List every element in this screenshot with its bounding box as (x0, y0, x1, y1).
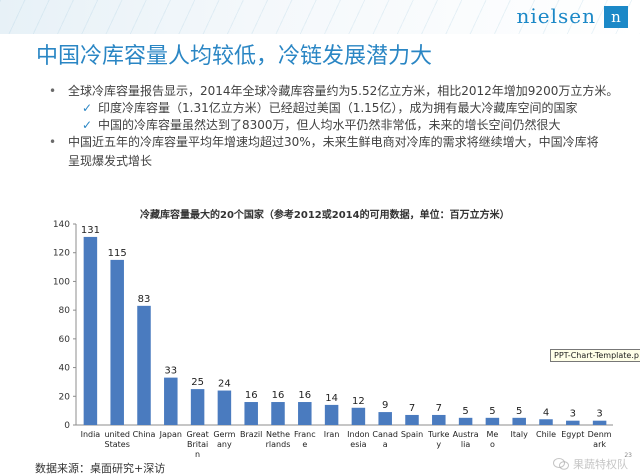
page-number: 23 (624, 452, 632, 459)
y-tick-label: 140 (53, 220, 70, 230)
x-tick-label: Franc e (294, 430, 316, 449)
data-source: 数据来源：桌面研究+深访 (35, 462, 166, 475)
x-tick-label: Austra lia (453, 430, 479, 449)
bar (244, 402, 258, 425)
sub-bullet-text: 中国的冷库容量虽然达到了8300万，但人均水平仍然非常低，未来的增长空间仍然很大 (98, 118, 561, 132)
bullet-text: 中国近五年的冷库容量平均年增速均超过30%，未来生鲜电商对冷库的需求将继续增大，… (68, 135, 599, 149)
bar (137, 305, 151, 425)
bar-value-label: 33 (164, 366, 177, 377)
brand-mark-icon: n (604, 6, 628, 28)
bar-value-label: 24 (218, 379, 231, 390)
x-tick-label: Denm ark (588, 430, 612, 449)
bar-value-label: 83 (138, 294, 151, 305)
bar (512, 417, 526, 425)
bar (539, 419, 553, 425)
x-tick-label: China (133, 430, 156, 439)
x-tick-label: Indon esia (347, 430, 369, 449)
bullet-item: • 全球冷库容量报告显示，2014年全球冷藏库容量约为5.52亿立方米，相比20… (46, 83, 631, 100)
sub-bullet-text: 印度冷库容量（1.31亿立方米）已经超过美国（1.15亿），成为拥有最大冷藏库空… (98, 101, 578, 115)
bullet-text: 全球冷库容量报告显示，2014年全球冷藏库容量约为5.52亿立方米，相比2012… (68, 84, 619, 98)
x-tick-label: Egypt (561, 430, 584, 439)
bar-value-label: 5 (462, 406, 468, 417)
bar-value-label: 7 (409, 403, 415, 414)
bar-value-label: 131 (81, 225, 100, 236)
bar-value-label: 7 (436, 403, 442, 414)
watermark-text: 果蔬特权队 (573, 458, 628, 471)
bar (432, 414, 446, 425)
y-tick-label: 120 (53, 249, 70, 259)
bar (83, 236, 98, 425)
check-icon: ✓ (82, 118, 93, 132)
bar (190, 389, 205, 425)
bar (405, 414, 419, 425)
bar (324, 404, 339, 425)
x-tick-label: Brazil (240, 430, 262, 439)
bar-value-label: 16 (298, 390, 311, 401)
bar (592, 420, 607, 425)
bar (378, 412, 392, 425)
x-tick-label: Me o (486, 430, 498, 449)
bullet-continuation: 呈现爆发式增长 (46, 153, 631, 170)
x-tick-label: Spain (401, 430, 423, 439)
x-tick-label: Germ any (213, 430, 235, 449)
x-tick-label: Chile (536, 430, 556, 439)
x-tick-label: India (81, 430, 101, 439)
bar-value-label: 3 (596, 409, 602, 420)
chart-title: 冷藏库容量最大的20个国家（参考2012或2014的可用数据，单位：百万立方米） (140, 210, 510, 221)
sub-bullet-item: ✓ 印度冷库容量（1.31亿立方米）已经超过美国（1.15亿），成为拥有最大冷藏… (46, 100, 631, 117)
bar (164, 377, 178, 425)
y-tick-label: 80 (59, 306, 71, 316)
bar (458, 417, 473, 425)
bar-value-label: 5 (489, 406, 495, 417)
bar (351, 407, 366, 425)
y-tick-label: 100 (53, 277, 70, 287)
bar (485, 417, 500, 425)
x-tick-label: Canad a (372, 430, 398, 449)
y-tick-label: 40 (59, 364, 71, 374)
file-tooltip: PPT-Chart-Template.p (550, 349, 640, 362)
bar-value-label: 3 (570, 409, 576, 420)
bar (566, 420, 580, 425)
brand-logo: nielsen (516, 4, 596, 28)
y-tick-label: 20 (59, 392, 71, 402)
x-tick-label: Japan (159, 430, 182, 439)
wechat-icon (553, 458, 569, 470)
bar (271, 402, 285, 425)
slide-title: 中国冷库容量人均较低，冷链发展潜力大 (36, 44, 433, 69)
x-tick-label: Nethe rlands (266, 430, 291, 449)
watermark: 果蔬特权队 (553, 456, 628, 472)
bar-value-label: 115 (108, 248, 127, 259)
bar-value-label: 14 (325, 393, 338, 404)
bullet-dot-icon: • (49, 84, 57, 98)
bullet-item: • 中国近五年的冷库容量平均年增速均超过30%，未来生鲜电商对冷库的需求将继续增… (46, 134, 631, 151)
bullet-dot-icon: • (49, 135, 57, 149)
x-tick-label: united States (104, 430, 130, 449)
bar-value-label: 4 (543, 407, 549, 418)
header-band (0, 0, 640, 34)
x-tick-label: Turke y (427, 430, 449, 449)
y-tick-label: 60 (59, 335, 71, 345)
x-tick-label: Iran (324, 430, 340, 439)
bar (110, 259, 124, 425)
sub-bullet-item: ✓ 中国的冷库容量虽然达到了8300万，但人均水平仍然非常低，未来的增长空间仍然… (46, 117, 631, 134)
header-pattern (0, 0, 640, 34)
bar-value-label: 12 (352, 396, 365, 407)
bullet-text: 呈现爆发式增长 (68, 154, 153, 168)
x-tick-label: Italy (511, 430, 529, 439)
bar-value-label: 5 (516, 406, 522, 417)
bar (298, 402, 312, 425)
x-tick-label: Great Britai n (186, 430, 208, 459)
check-icon: ✓ (82, 101, 93, 115)
bullet-list: • 全球冷库容量报告显示，2014年全球冷藏库容量约为5.52亿立方米，相比20… (46, 83, 631, 170)
bar-value-label: 25 (191, 377, 204, 388)
bar-value-label: 16 (272, 390, 285, 401)
y-tick-label: 0 (64, 421, 70, 431)
bar (217, 390, 232, 425)
bar-value-label: 9 (382, 400, 388, 411)
bar-value-label: 16 (245, 390, 258, 401)
